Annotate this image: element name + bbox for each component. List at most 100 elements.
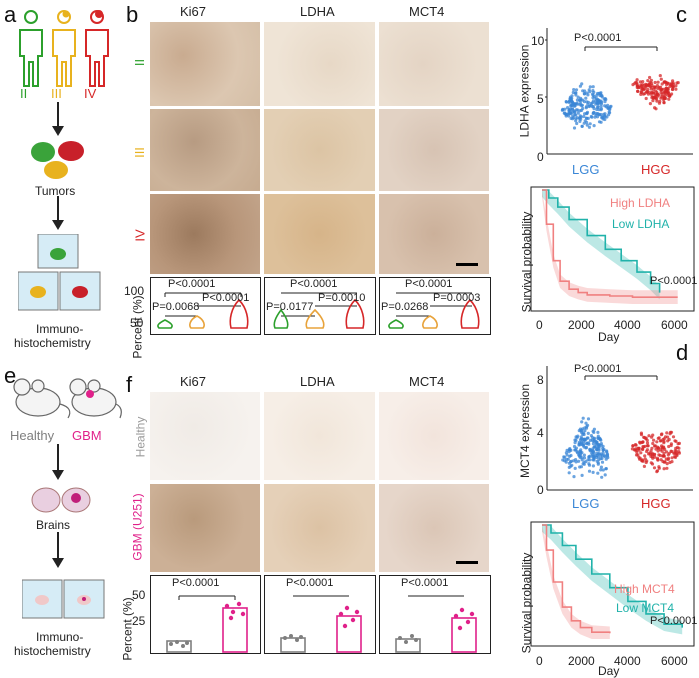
scatter-point [659,77,663,81]
scatter-point [563,111,567,115]
violin-grade4 [229,298,249,329]
scatter-point [595,459,599,463]
scatter-point [657,85,661,89]
scatter-point [586,431,590,435]
scatter-group-hgg [630,430,681,474]
high-survival-curve [542,524,611,634]
row-label-gbm: GBM (U251) [130,493,145,561]
scatter-point [581,432,585,436]
scatter-point [570,463,574,467]
scatter-point [575,102,579,106]
arrow-down-icon [52,102,64,136]
x-tick: 0 [536,318,543,332]
scatter-point [648,102,652,106]
group-label-hgg: HGG [641,496,671,511]
scatter-point [564,460,568,464]
scatter-point [600,475,604,479]
column-header-ki67: Ki67 [180,4,207,19]
scatter-point [659,91,663,95]
scatter-point [582,121,586,125]
scatter-point [581,89,585,93]
gbm-label: GBM [72,428,102,443]
scatter-point [644,436,648,440]
x-tick: 4000 [614,654,641,668]
scatter-point [579,448,583,452]
scatter-point [573,91,577,95]
scatter-point [591,111,596,115]
scatter-point [591,449,595,453]
scatter-point [572,126,577,130]
ihc-image-ki67-gbm [150,484,260,572]
scatter-point [639,451,643,455]
scatter-point [644,460,648,465]
b-violin-box-mct4 [379,277,491,335]
violin-grade2 [388,319,404,329]
pval-mid: P<0.0001 [202,292,250,304]
scatter-point [662,80,666,84]
patient-grade2-icon [19,10,43,87]
scatter-point [650,446,654,450]
scatter-point [587,455,591,459]
tumors-label: Tumors [35,184,76,198]
scatter-point [638,80,642,84]
pval-top: P<0.0001 [290,278,338,290]
scatter-point [651,456,655,460]
scatter-point [574,446,578,450]
pval: P<0.0001 [650,615,698,627]
scatter-point [655,440,659,444]
scatter-point [645,449,649,454]
f-bar-box-ki67 [150,575,261,654]
scatter-point [658,99,662,103]
pval-mid: P=0.0003 [433,292,481,304]
scatter-point [572,475,576,479]
scatter-group-hgg [631,74,680,111]
scatter-point [576,95,580,99]
panel-label-b: b [126,2,139,27]
low-ci-band [542,190,660,300]
scatter-point [596,430,600,434]
scatter-point [580,458,584,462]
panel-label-d: d [676,340,689,365]
bar-healthy [166,640,192,653]
scatter-point [599,465,603,469]
scatter-point [596,101,600,106]
scatter-point [656,449,660,453]
scatter-point [660,444,664,448]
scatter-point [589,101,593,105]
tumors-icon [31,141,84,179]
patient-grade3-icon [52,10,76,87]
column-header-ldha: LDHA [300,374,335,389]
scatter-point [652,466,657,470]
scatter-point [649,461,653,465]
scatter-point [599,468,603,472]
scatter-point [659,458,663,462]
ihc-image-ki67-grade2 [150,22,260,106]
panel-label-f: f [126,372,133,397]
ihc-image-ldha-grade2 [264,22,375,106]
pval: P<0.0001 [650,275,698,287]
scatter-point [662,467,666,471]
scatter-point [594,444,598,449]
d-scatter-plot [546,366,693,491]
pval-low: P=0.0068 [152,301,200,313]
scatter-point [592,95,597,99]
scatter-point [582,438,587,442]
scatter-point [640,458,644,462]
scatter-point [662,100,666,104]
scatter-point [601,451,605,455]
scatter-point [599,93,603,97]
scatter-point [582,456,587,460]
b-violin-svg-ki67 [157,292,249,329]
f-bar-svg-mct4 [395,595,477,653]
f-bar-svg-ldha [280,595,362,653]
row-label-grade2: II [132,58,148,67]
scatter-point [564,100,568,104]
scatter-point [584,105,588,109]
scatter-point [599,107,603,111]
scatter-point [578,84,582,88]
scatter-point [570,94,574,98]
ihc-image-ldha-gbm [264,484,375,572]
x-tick: 6000 [661,654,688,668]
b-violin-svg-ldha [273,292,365,329]
scatter-point [659,88,663,92]
